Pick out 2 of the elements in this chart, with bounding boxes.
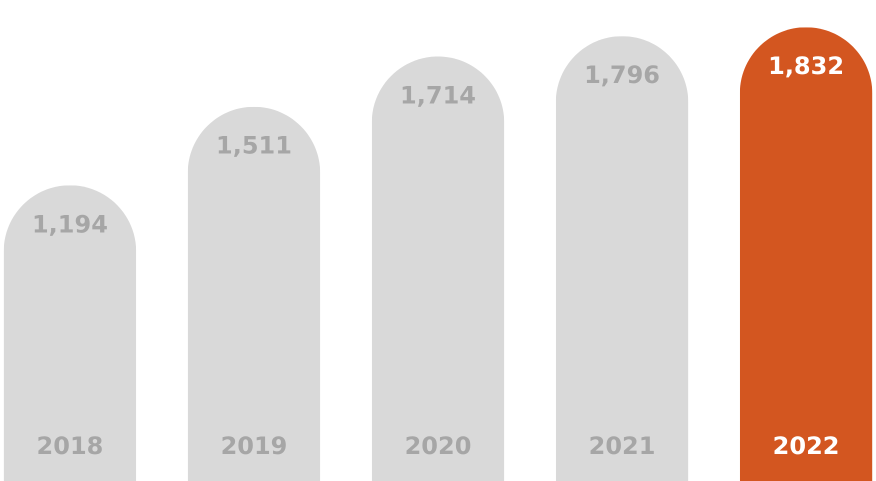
x-tick-label: 2022 (772, 432, 840, 460)
data-label: 1,832 (768, 52, 844, 80)
